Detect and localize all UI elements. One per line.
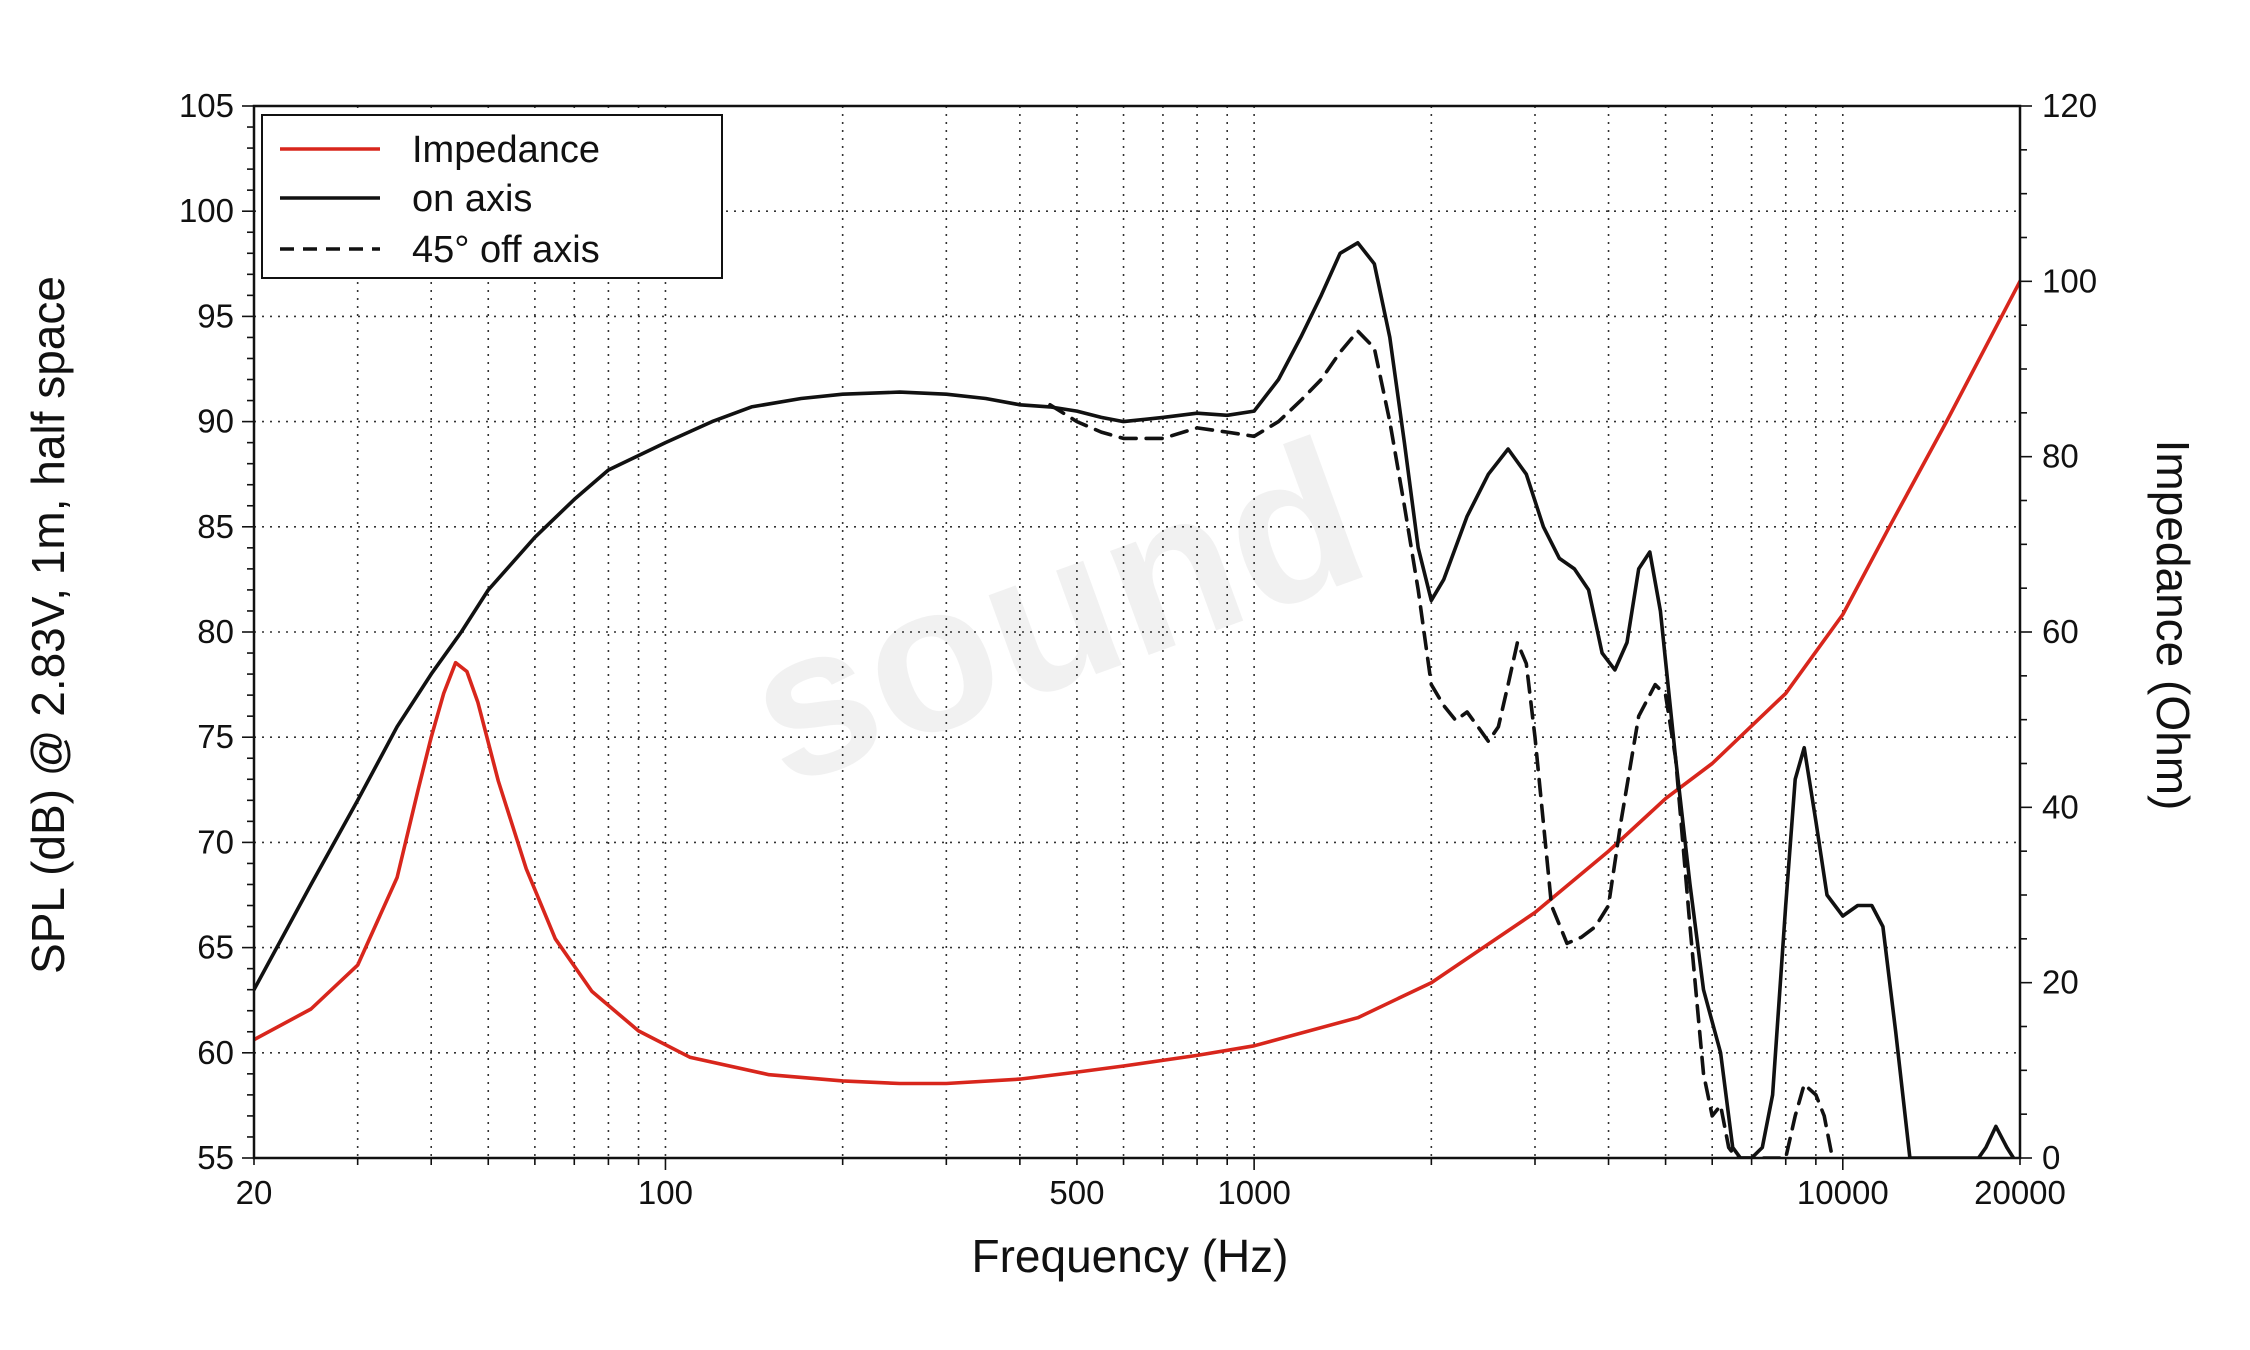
y-left-tick-label: 85 (197, 508, 234, 545)
y-left-tick-label: 80 (197, 613, 234, 650)
y-left-tick-label: 100 (179, 192, 234, 229)
axis-ticks: 55 60 65 70 75 80 85 90 95 100 105 0 20 40 60 80 100 120 2… (179, 87, 2097, 1211)
x-tick-label: 1000 (1217, 1174, 1290, 1211)
series-on-axis-line (254, 241, 2016, 1158)
y-left-tick-label: 75 (197, 718, 234, 755)
legend-label-off-axis: 45° off axis (412, 229, 600, 271)
y-left-tick-label: 95 (197, 297, 234, 334)
y-right-tick-label: 40 (2042, 788, 2079, 825)
y-left-tick-label: 55 (197, 1139, 234, 1176)
legend: Impedance on axis 45° off axis (261, 114, 723, 279)
x-tick-label: 500 (1049, 1174, 1104, 1211)
y-right-tick-label: 80 (2042, 438, 2079, 475)
y-right-tick-label: 20 (2042, 964, 2079, 1001)
legend-label-on-axis: on axis (412, 178, 532, 220)
y-left-tick-label: 105 (179, 87, 234, 124)
x-tick-label: 10000 (1797, 1174, 1889, 1211)
y-right-tick-label: 0 (2042, 1139, 2060, 1176)
legend-label-impedance: Impedance (412, 129, 600, 171)
y-axis-left-title: SPL (dB) @ 2.83V, 1m, half space (22, 276, 74, 974)
x-axis-title: Frequency (Hz) (972, 1230, 1289, 1282)
y-left-tick-label: 60 (197, 1034, 234, 1071)
series-off-axis-line (1048, 329, 1835, 1158)
y-left-tick-label: 70 (197, 823, 234, 860)
y-right-tick-label: 60 (2042, 613, 2079, 650)
x-tick-label: 100 (638, 1174, 693, 1211)
x-tick-label: 20 (236, 1174, 273, 1211)
y-right-tick-label: 100 (2042, 262, 2097, 299)
y-left-tick-label: 90 (197, 403, 234, 440)
plot-curves (254, 241, 2020, 1158)
x-tick-label: 20000 (1974, 1174, 2066, 1211)
series-impedance-line (254, 279, 2020, 1086)
y-left-tick-label: 65 (197, 929, 234, 966)
y-right-tick-label: 120 (2042, 87, 2097, 124)
y-axis-right-title: Impedance (Ohm) (2147, 440, 2199, 811)
